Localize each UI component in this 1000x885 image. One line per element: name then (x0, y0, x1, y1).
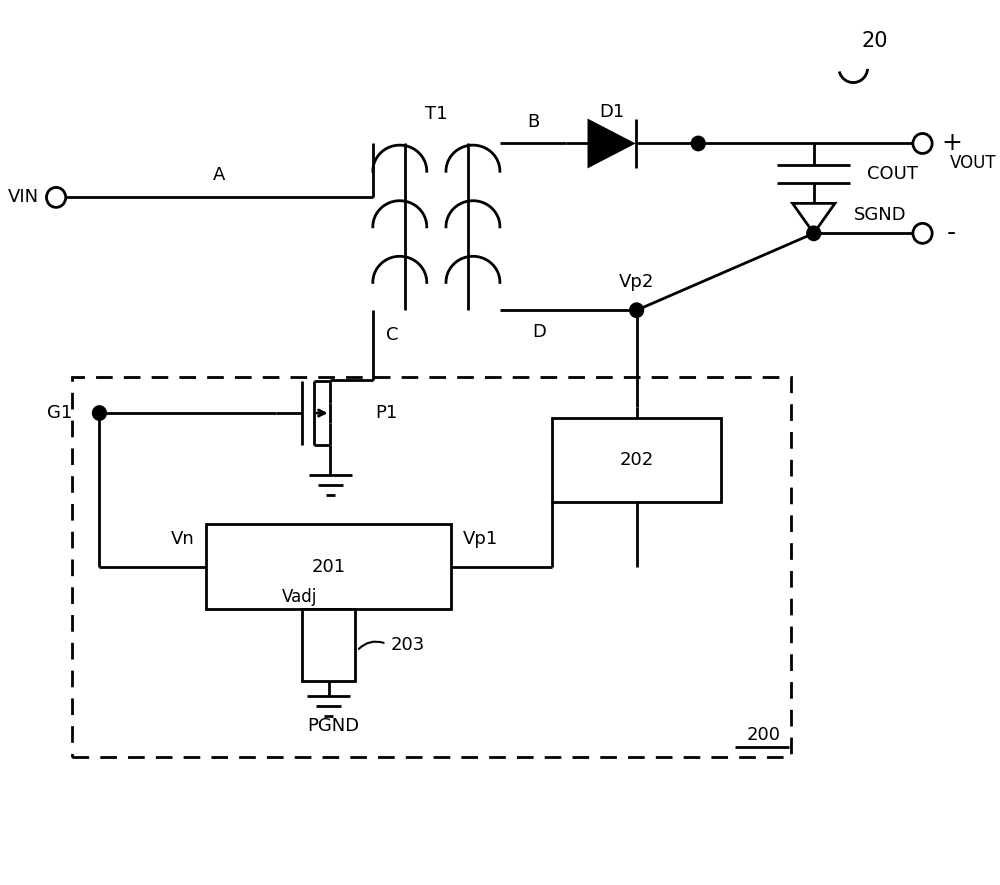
Bar (72, 377, 791, 757)
Bar (302, 609, 355, 681)
Text: PGND: PGND (307, 717, 359, 735)
Text: C: C (386, 327, 398, 344)
Bar (552, 418, 721, 503)
Text: +: + (941, 132, 962, 156)
Text: T1: T1 (425, 104, 448, 122)
Circle shape (630, 303, 644, 318)
Polygon shape (588, 119, 636, 168)
Circle shape (807, 227, 821, 241)
Text: 202: 202 (619, 451, 654, 469)
Text: SGND: SGND (854, 206, 907, 225)
Text: Vadj: Vadj (282, 589, 317, 606)
Text: 201: 201 (311, 558, 346, 576)
Text: 20: 20 (861, 31, 888, 50)
Text: VIN: VIN (8, 189, 39, 206)
Text: COUT: COUT (867, 165, 918, 183)
Text: D1: D1 (599, 103, 624, 120)
Text: Vn: Vn (170, 530, 194, 548)
Text: D: D (532, 323, 546, 342)
Text: 203: 203 (391, 636, 425, 654)
Bar (206, 525, 451, 609)
Text: P1: P1 (375, 404, 397, 422)
Text: VOUT: VOUT (949, 155, 996, 173)
Text: 200: 200 (747, 726, 781, 743)
Text: Vp2: Vp2 (619, 273, 654, 291)
Circle shape (92, 406, 106, 420)
Text: Vp1: Vp1 (463, 530, 498, 548)
Text: B: B (527, 112, 539, 130)
Text: A: A (213, 166, 225, 184)
Circle shape (691, 136, 705, 150)
Text: -: - (947, 221, 956, 245)
Text: G1: G1 (47, 404, 72, 422)
